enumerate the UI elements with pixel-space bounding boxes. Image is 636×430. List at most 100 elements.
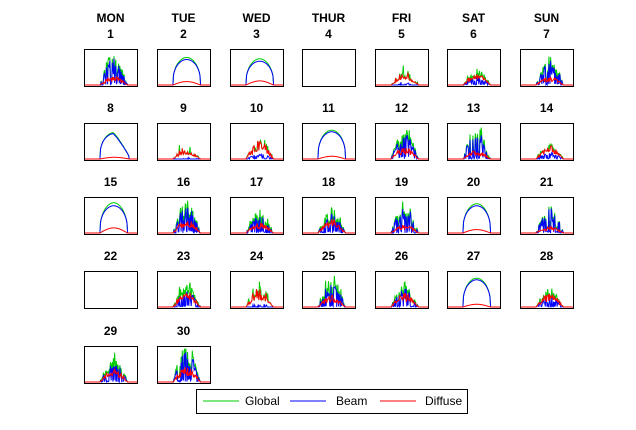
day-plot-28	[520, 288, 573, 308]
day-number: 28	[540, 249, 554, 263]
day-number: 8	[107, 101, 114, 115]
day-number: 2	[180, 27, 187, 41]
series-diffuse	[375, 292, 428, 308]
day-plot-30	[157, 348, 210, 383]
day-axes-box	[84, 49, 138, 87]
day-axes-box	[520, 49, 574, 87]
day-axes-box	[375, 197, 429, 235]
day-number: 3	[253, 27, 260, 41]
series-diffuse	[230, 288, 283, 308]
day-axes-box	[230, 49, 284, 87]
day-axes-box	[302, 49, 356, 87]
day-plot-1	[84, 56, 137, 86]
series-diffuse	[302, 155, 355, 160]
series-diffuse	[230, 140, 283, 160]
day-header-fri: FRI	[392, 11, 411, 25]
day-axes-box	[230, 271, 284, 309]
series-beam	[447, 205, 500, 234]
day-number: 17	[250, 175, 264, 189]
series-diffuse	[520, 225, 573, 234]
day-number: 22	[104, 249, 118, 263]
day-plot-6	[447, 68, 500, 86]
day-plot-29	[84, 352, 137, 383]
day-axes-box	[520, 271, 574, 309]
day-number: 7	[543, 27, 550, 41]
day-axes-box	[157, 197, 211, 235]
day-number: 15	[104, 175, 118, 189]
day-plot-24	[230, 281, 283, 308]
day-number: 1	[107, 27, 114, 41]
day-number: 12	[395, 101, 409, 115]
day-axes-box	[447, 123, 501, 161]
series-diffuse	[157, 148, 210, 160]
day-number: 27	[467, 249, 481, 263]
day-plot-15	[84, 202, 137, 234]
day-header-wed: WED	[243, 11, 271, 25]
series-diffuse	[375, 147, 428, 160]
series-beam	[157, 59, 210, 86]
series-beam	[230, 152, 283, 160]
series-diffuse	[157, 81, 210, 86]
legend-label-beam: Beam	[336, 394, 367, 408]
legend-label-global: Global	[245, 394, 280, 408]
day-axes-box	[302, 123, 356, 161]
series-beam	[84, 133, 137, 160]
series-diffuse	[375, 72, 428, 86]
day-number: 5	[398, 27, 405, 41]
legend: Global Beam Diffuse	[196, 389, 468, 414]
series-diffuse	[84, 368, 137, 383]
day-number: 25	[322, 249, 336, 263]
series-global	[447, 277, 500, 308]
day-plot-19	[375, 201, 428, 234]
day-number: 13	[467, 101, 481, 115]
day-number: 21	[540, 175, 554, 189]
day-plot-11	[302, 129, 355, 160]
day-axes-box	[520, 123, 574, 161]
day-number: 10	[250, 101, 264, 115]
series-diffuse	[447, 229, 500, 234]
legend-label-diffuse: Diffuse	[425, 394, 462, 408]
series-diffuse	[302, 218, 355, 234]
day-axes-box	[375, 271, 429, 309]
series-diffuse	[157, 292, 210, 308]
series-beam	[84, 205, 137, 234]
series-beam	[447, 279, 500, 308]
day-number: 30	[177, 324, 191, 338]
day-number: 4	[325, 27, 332, 41]
day-number: 23	[177, 249, 191, 263]
series-diffuse	[230, 80, 283, 86]
day-plot-10	[230, 138, 283, 160]
day-plot-14	[520, 142, 573, 160]
day-header-sun: SUN	[534, 11, 559, 25]
day-plot-17	[230, 209, 283, 234]
day-number: 24	[250, 249, 264, 263]
day-plot-8	[84, 132, 137, 160]
day-axes-box	[157, 271, 211, 309]
day-axes-box	[84, 271, 138, 309]
day-axes-box	[375, 123, 429, 161]
day-axes-box	[230, 197, 284, 235]
series-diffuse	[302, 294, 355, 308]
series-diffuse	[84, 76, 137, 86]
day-header-tue: TUE	[172, 11, 196, 25]
series-global	[230, 138, 283, 160]
day-plot-27	[447, 277, 500, 308]
day-axes-box	[302, 271, 356, 309]
series-global	[302, 129, 355, 160]
series-global	[157, 145, 210, 160]
day-axes-box	[447, 197, 501, 235]
day-plot-25	[302, 275, 355, 308]
series-global	[447, 203, 500, 234]
day-number: 26	[395, 249, 409, 263]
day-number: 9	[180, 101, 187, 115]
series-global	[157, 57, 210, 86]
day-axes-box	[230, 123, 284, 161]
day-axes-box	[520, 197, 574, 235]
day-number: 11	[322, 101, 335, 115]
day-axes-box	[84, 123, 138, 161]
day-plot-7	[520, 56, 573, 86]
day-number: 18	[322, 175, 336, 189]
day-plot-20	[447, 203, 500, 234]
day-axes-box	[157, 123, 211, 161]
